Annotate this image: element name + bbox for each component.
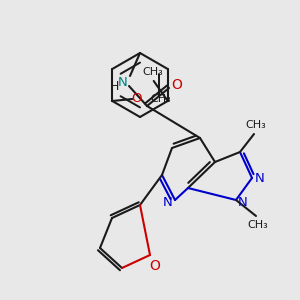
- Text: CH₃: CH₃: [150, 94, 171, 104]
- Text: O: O: [150, 259, 160, 273]
- Text: H: H: [109, 80, 119, 92]
- Text: N: N: [163, 196, 173, 208]
- Text: N: N: [118, 76, 128, 88]
- Text: O: O: [131, 92, 142, 106]
- Text: O: O: [172, 78, 182, 92]
- Text: CH₃: CH₃: [248, 220, 268, 230]
- Text: N: N: [255, 172, 265, 184]
- Text: N: N: [238, 196, 248, 209]
- Text: CH₃: CH₃: [246, 120, 266, 130]
- Text: CH₃: CH₃: [142, 67, 163, 77]
